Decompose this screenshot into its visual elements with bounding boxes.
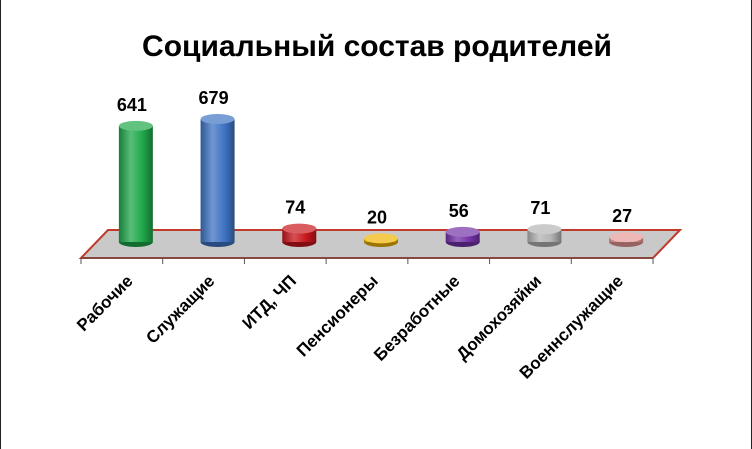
- data-label: 56: [449, 201, 469, 221]
- category-label: Рабочие: [73, 271, 137, 335]
- category-label: Безработные: [370, 271, 463, 364]
- bar: [364, 233, 398, 247]
- category-label: Домохозяйки: [453, 271, 545, 363]
- bar: [118, 120, 153, 247]
- data-label: 27: [612, 206, 632, 226]
- category-label: ИТД, ЧП: [239, 271, 300, 332]
- data-label: 71: [530, 198, 550, 218]
- category-label: Пенсионеры: [293, 271, 382, 360]
- data-label: 20: [367, 207, 387, 227]
- data-label: 679: [199, 88, 229, 108]
- category-label: Служащие: [142, 271, 218, 347]
- bar: [282, 223, 317, 247]
- bar: [609, 232, 644, 247]
- data-label: 641: [117, 95, 147, 115]
- chart-title: Социальный состав родителей: [142, 30, 612, 63]
- bar: [200, 114, 235, 247]
- data-label: 74: [285, 198, 305, 218]
- bar: [445, 226, 480, 247]
- bar: [527, 224, 562, 247]
